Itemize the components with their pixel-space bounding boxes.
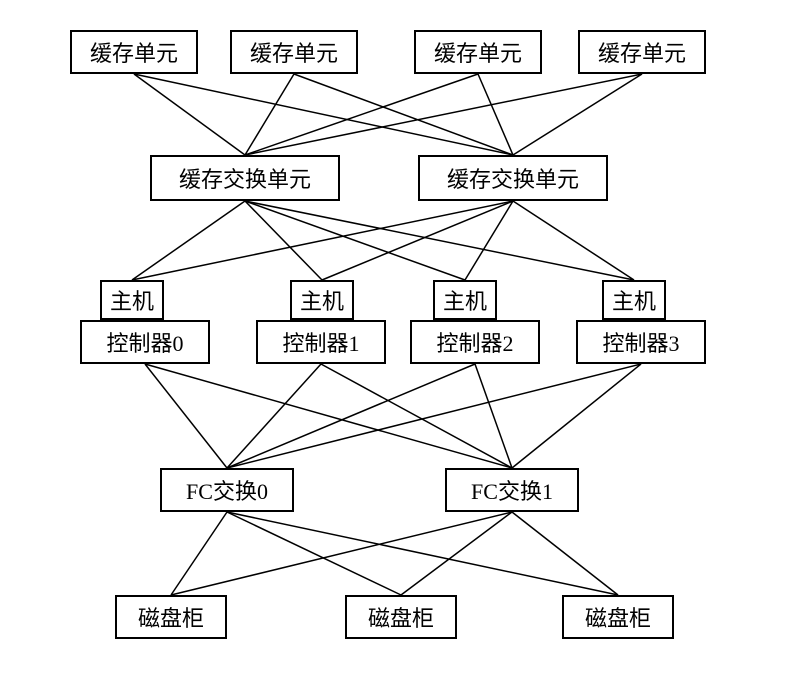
node-host2: 主机 (433, 280, 497, 320)
node-disk1: 磁盘柜 (345, 595, 457, 639)
node-label: 磁盘柜 (368, 601, 434, 633)
node-label: 控制器0 (106, 326, 183, 358)
edge-fc0-disk1 (227, 512, 401, 595)
edge-fc1-disk0 (171, 512, 512, 595)
node-host1: 主机 (290, 280, 354, 320)
node-label: 缓存单元 (90, 36, 178, 68)
node-label: 控制器2 (436, 326, 513, 358)
node-label: 缓存单元 (598, 36, 686, 68)
node-ctrl2: 控制器2 (410, 320, 540, 364)
edge-cswitch1-host2 (465, 201, 513, 280)
node-disk2: 磁盘柜 (562, 595, 674, 639)
edge-ctrl1-fc0 (227, 364, 321, 468)
node-ctrl1: 控制器1 (256, 320, 386, 364)
edge-fc1-disk2 (512, 512, 618, 595)
node-label: 主机 (612, 284, 656, 316)
node-cache0: 缓存单元 (70, 30, 198, 74)
edge-cache3-cswitch1 (513, 74, 642, 155)
node-fc0: FC交换0 (160, 468, 294, 512)
node-cache3: 缓存单元 (578, 30, 706, 74)
edge-fc0-disk0 (171, 512, 227, 595)
edge-cswitch0-host2 (245, 201, 465, 280)
node-cache2: 缓存单元 (414, 30, 542, 74)
node-cswitch1: 缓存交换单元 (418, 155, 608, 201)
node-ctrl3: 控制器3 (576, 320, 706, 364)
node-ctrl0: 控制器0 (80, 320, 210, 364)
edge-cache1-cswitch0 (245, 74, 294, 155)
node-label: 缓存单元 (434, 36, 522, 68)
node-disk0: 磁盘柜 (115, 595, 227, 639)
node-label: 磁盘柜 (138, 601, 204, 633)
node-label: 缓存交换单元 (447, 162, 579, 194)
edge-cache2-cswitch1 (478, 74, 513, 155)
edge-cswitch0-host1 (245, 201, 322, 280)
node-label: FC交换1 (471, 474, 553, 506)
node-cache1: 缓存单元 (230, 30, 358, 74)
edge-fc1-disk1 (401, 512, 512, 595)
node-label: 控制器1 (282, 326, 359, 358)
node-label: 主机 (300, 284, 344, 316)
node-label: 控制器3 (602, 326, 679, 358)
edge-ctrl3-fc0 (227, 364, 641, 468)
node-label: 主机 (443, 284, 487, 316)
node-label: 磁盘柜 (585, 601, 651, 633)
node-fc1: FC交换1 (445, 468, 579, 512)
node-label: 缓存交换单元 (179, 162, 311, 194)
edge-ctrl2-fc1 (475, 364, 512, 468)
edge-ctrl0-fc1 (145, 364, 512, 468)
node-host3: 主机 (602, 280, 666, 320)
edge-cswitch0-host3 (245, 201, 634, 280)
node-label: 主机 (110, 284, 154, 316)
edge-fc0-disk2 (227, 512, 618, 595)
node-label: 缓存单元 (250, 36, 338, 68)
edge-cache0-cswitch1 (134, 74, 513, 155)
edge-ctrl0-fc0 (145, 364, 227, 468)
node-label: FC交换0 (186, 474, 268, 506)
node-cswitch0: 缓存交换单元 (150, 155, 340, 201)
edge-cswitch1-host1 (322, 201, 513, 280)
node-host0: 主机 (100, 280, 164, 320)
